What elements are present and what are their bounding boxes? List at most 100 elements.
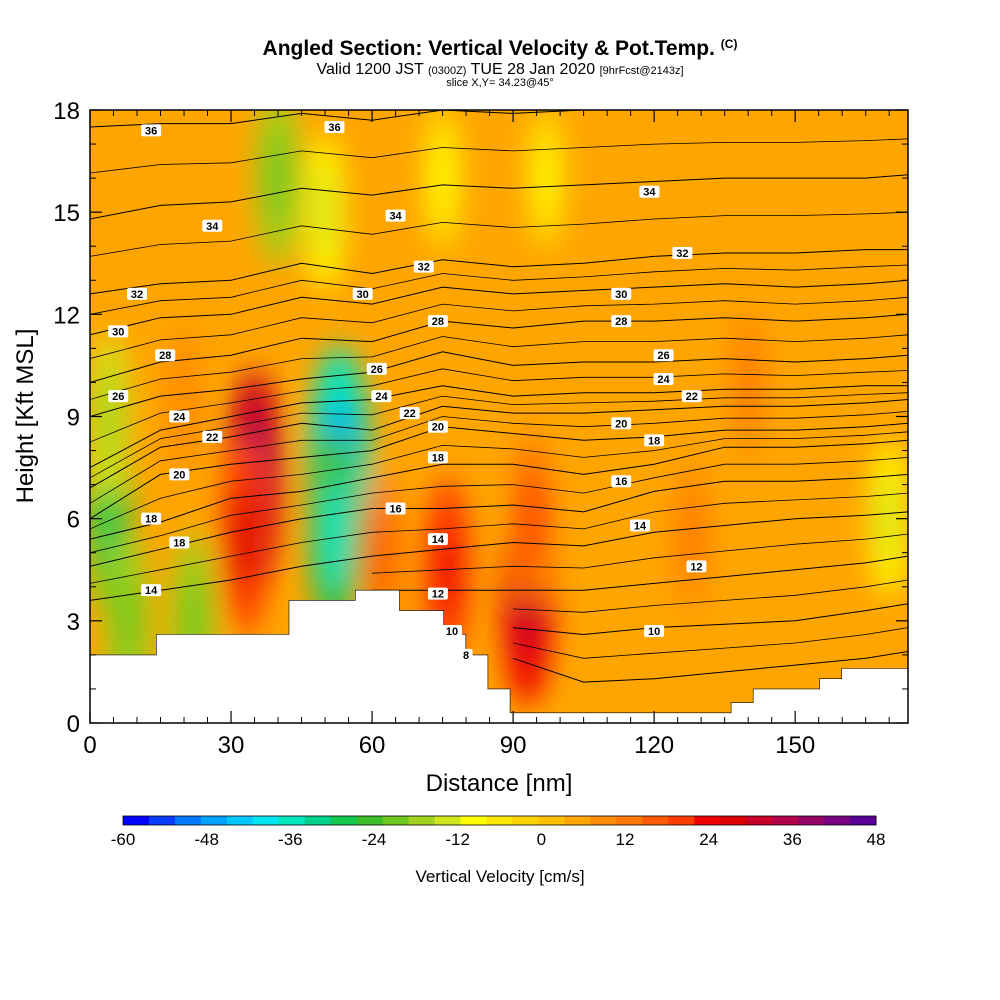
colorbar-swatch bbox=[304, 816, 332, 825]
contour-label-text: 28 bbox=[159, 350, 171, 362]
contour-label-text: 8 bbox=[463, 650, 469, 662]
contour-label-bg bbox=[324, 121, 345, 134]
contour-label: 34 bbox=[385, 209, 406, 223]
colorbar: -60 -48 -36 -24 -12 0 12 24 36 48 bbox=[111, 815, 885, 849]
contour-label-text: 18 bbox=[145, 514, 157, 526]
contour-label-bg bbox=[427, 533, 448, 546]
colorbar-label: Vertical Velocity [cm/s] bbox=[415, 867, 584, 886]
contour-label-bg bbox=[413, 260, 434, 273]
colorbar-swatch bbox=[590, 816, 617, 825]
contour-label-bg bbox=[202, 430, 223, 443]
colorbar-swatch bbox=[668, 816, 695, 825]
contour-label-bg bbox=[644, 625, 665, 638]
velocity-background bbox=[90, 110, 908, 723]
colorbar-swatch bbox=[616, 816, 643, 825]
contour-label-text: 36 bbox=[328, 122, 340, 134]
contour-label-text: 14 bbox=[432, 534, 445, 546]
isentrope-20 bbox=[90, 422, 908, 520]
contour-label-bg bbox=[611, 315, 632, 328]
contour-label: 20 bbox=[169, 468, 190, 481]
x-tick-label: 120 bbox=[634, 732, 674, 759]
chart-title-text: Angled Section: Vertical Velocity & Pot.… bbox=[262, 37, 715, 60]
contour-label: 24 bbox=[371, 390, 392, 403]
colorbar-tick-label: 24 bbox=[699, 830, 718, 849]
contour-label-text: 24 bbox=[657, 374, 670, 386]
colorbar-swatch bbox=[694, 816, 721, 825]
isentrope-16 bbox=[90, 473, 908, 567]
x-tick-label: 60 bbox=[359, 732, 386, 759]
contour-label-bg bbox=[611, 475, 632, 488]
colorbar-swatch bbox=[512, 816, 539, 825]
isentrope-12 bbox=[372, 555, 908, 591]
contour-label-text: 12 bbox=[690, 561, 702, 573]
colorbar-swatch bbox=[226, 816, 254, 825]
colorbar-tick-label: 36 bbox=[783, 830, 802, 849]
x-tick-label: 150 bbox=[775, 732, 815, 759]
contour-label-text: 20 bbox=[432, 422, 444, 434]
x-tick-label: 30 bbox=[218, 732, 245, 759]
y-tick-label: 6 bbox=[67, 507, 80, 534]
colorbar-swatch bbox=[850, 816, 877, 825]
contour-label-text: 16 bbox=[389, 503, 401, 515]
isentrope-32 bbox=[90, 249, 908, 295]
colorbar-frame bbox=[122, 815, 877, 826]
contour-label-bg bbox=[366, 362, 387, 375]
isentrope-14 bbox=[90, 511, 908, 601]
y-tick-label: 18 bbox=[53, 98, 80, 125]
terrain bbox=[90, 589, 908, 723]
contour-label-bg bbox=[653, 373, 674, 386]
isentropes bbox=[90, 110, 908, 683]
contour-label-bg bbox=[427, 315, 448, 328]
velocity-cell-core bbox=[432, 137, 453, 219]
colorbar-swatch bbox=[720, 816, 747, 825]
contour-label-bg bbox=[352, 287, 373, 300]
contour-label: 32 bbox=[413, 260, 434, 274]
colorbar-swatch bbox=[824, 816, 851, 825]
contour-label-bg bbox=[427, 420, 448, 433]
contour-labels: 36 36 34 34 34 32 32 32 30 30 30 28 28 28 26 26 26 24 24 24… bbox=[108, 121, 707, 662]
isentrope-minor bbox=[90, 368, 908, 443]
contour-label-text: 24 bbox=[173, 412, 186, 424]
isentrope-minor bbox=[90, 296, 908, 359]
contour-label-bg bbox=[611, 287, 632, 300]
contour-label-bg bbox=[611, 417, 632, 430]
contour-label-text: 20 bbox=[615, 418, 627, 430]
colorbar-swatch bbox=[434, 816, 462, 825]
colorbar-swatch bbox=[746, 816, 773, 825]
velocity-cell-core bbox=[115, 572, 140, 670]
y-tick-label: 12 bbox=[53, 302, 80, 329]
subtitle-utc: (0300Z) bbox=[427, 65, 467, 77]
colorbar-tick-label: -60 bbox=[111, 830, 136, 849]
colorbar-swatch bbox=[564, 816, 591, 825]
contour-label: 12 bbox=[686, 560, 707, 573]
contour-label: 20 bbox=[427, 420, 448, 434]
contour-label-bg bbox=[681, 390, 702, 403]
velocity-cell-core bbox=[319, 476, 350, 595]
colorbar-tick-label: 0 bbox=[537, 830, 546, 849]
colorbar-swatch bbox=[278, 816, 306, 825]
contour-label-text: 24 bbox=[375, 391, 388, 403]
colorbar-swatch bbox=[252, 816, 280, 825]
isentrope-22 bbox=[90, 399, 908, 489]
contour-label-text: 26 bbox=[371, 364, 383, 376]
colorbar-swatch bbox=[486, 816, 513, 825]
contour-label-bg bbox=[653, 349, 674, 362]
isentrope-minor bbox=[90, 457, 908, 554]
subtitle-date: TUE 28 Jan 2020 bbox=[470, 61, 596, 78]
colorbar-tick-label: -24 bbox=[362, 830, 387, 849]
isentrope-28 bbox=[90, 313, 908, 383]
contour-label-bg bbox=[441, 625, 462, 638]
contour-label-bg bbox=[141, 124, 162, 137]
contour-label-text: 10 bbox=[648, 626, 660, 638]
contour-label: 36 bbox=[141, 124, 162, 137]
plot-area bbox=[90, 110, 908, 723]
colorbar-tick-label: -48 bbox=[194, 830, 219, 849]
contour-label: 34 bbox=[202, 219, 223, 233]
contour-label-text: 30 bbox=[112, 326, 124, 338]
contour-label-bg bbox=[644, 434, 665, 447]
colorbar-swatch bbox=[798, 816, 825, 825]
y-tick-label: 3 bbox=[67, 609, 80, 636]
contour-label-bg bbox=[385, 502, 406, 515]
contour-label-text: 10 bbox=[446, 626, 458, 638]
